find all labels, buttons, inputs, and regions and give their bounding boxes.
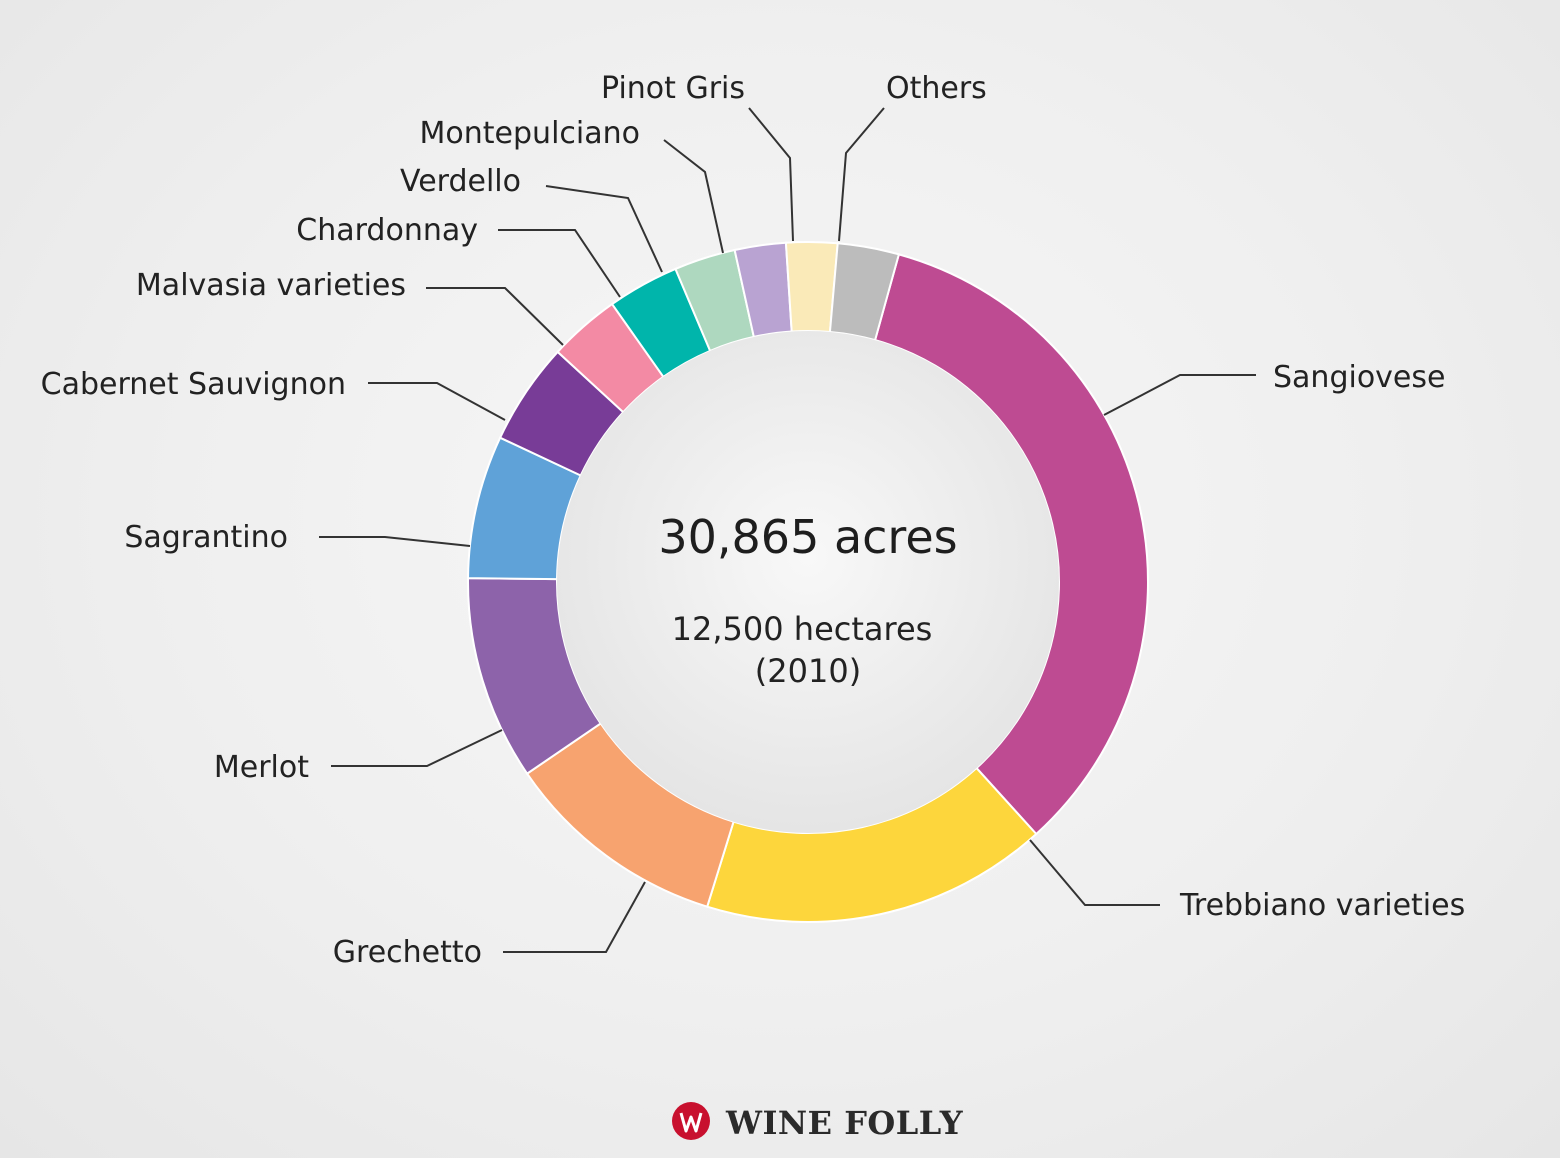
label-montepulciano: Montepulciano [420, 116, 640, 151]
leader-line-cabernet-sauvignon [368, 382, 506, 421]
label-others: Others [886, 71, 987, 106]
leader-lines [319, 107, 1256, 953]
label-chardonnay: Chardonnay [296, 213, 478, 248]
leader-line-sagrantino [319, 536, 471, 547]
label-grechetto: Grechetto [333, 935, 482, 970]
center-hectares: 12,500 hectares [672, 610, 933, 648]
center-year: (2010) [755, 652, 861, 690]
brand-logo: WINE FOLLY [672, 1102, 964, 1142]
leader-line-chardonnay [498, 229, 621, 298]
leader-line-malvasia-varieties [426, 287, 564, 346]
wine-folly-logo-icon [672, 1102, 710, 1140]
label-sagrantino: Sagrantino [124, 520, 288, 555]
label-cabernet-sauvignon: Cabernet Sauvignon [41, 367, 346, 402]
label-trebbiano-varieties: Trebbiano varieties [1179, 888, 1465, 923]
leader-line-pinot-gris [748, 107, 794, 242]
brand-name: WINE FOLLY [725, 1104, 964, 1142]
leader-line-grechetto [503, 881, 646, 953]
label-verdello: Verdello [400, 164, 521, 199]
slice-labels: Sangiovese Trebbiano varieties Grechetto Me… [41, 71, 1466, 970]
center-total-acres: 30,865 acres [658, 510, 957, 564]
leader-line-trebbiano-varieties [1029, 839, 1160, 906]
donut-hole [557, 331, 1059, 833]
label-merlot: Merlot [214, 750, 309, 785]
slice-pinot-gris [784, 241, 839, 334]
donut-slices [467, 241, 1149, 923]
leader-line-others [838, 107, 885, 242]
leader-line-merlot [331, 729, 503, 767]
leader-line-montepulciano [663, 139, 724, 254]
label-malvasia-varieties: Malvasia varieties [136, 268, 406, 303]
label-sangiovese: Sangiovese [1273, 360, 1445, 395]
leader-line-sangiovese [1103, 374, 1256, 416]
label-pinot-gris: Pinot Gris [601, 71, 745, 106]
leader-line-verdello [545, 185, 663, 273]
